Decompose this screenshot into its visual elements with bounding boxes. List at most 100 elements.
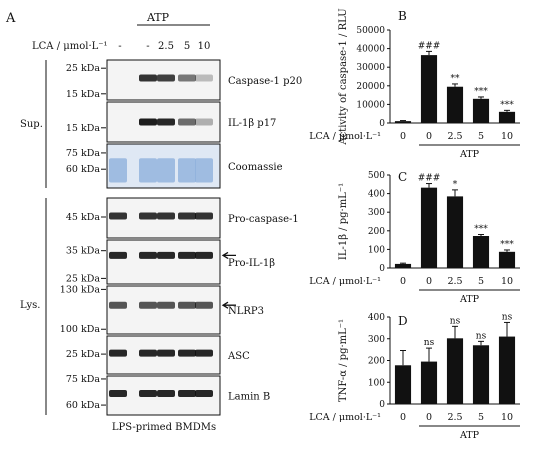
blot-band [139, 74, 157, 82]
x-tick-label: 10 [501, 131, 513, 142]
bar [420, 55, 438, 123]
x-tick-label: 0 [426, 412, 432, 423]
significance-label: ### [418, 174, 441, 184]
chart-panel-d: 0 100 200 300 400 TNF-α / pg·mL⁻¹ 0 ns 0 ns 2.5 ns 5… [309, 312, 520, 441]
group-label: ATP [459, 149, 480, 160]
lca-label: LCA / μmol·L⁻¹ [32, 41, 108, 52]
y-tick-label: 0 [379, 264, 385, 274]
blot-band [109, 349, 127, 357]
blot-band [157, 158, 175, 183]
significance-label: ns [424, 338, 435, 348]
x-tick-label: 0 [400, 412, 406, 423]
lane-labels: - -2.5 5 10 [118, 41, 210, 52]
blot-caspase-1-p20: 25 kDa 15 kDa Caspase-1 p20 [66, 59, 302, 101]
bar [472, 236, 490, 268]
blot-band [178, 74, 196, 82]
significance-label: *** [474, 225, 488, 235]
x-tick-label: 5 [478, 131, 484, 142]
bar [394, 365, 412, 404]
blot-band [157, 118, 175, 126]
y-tick-label: 30000 [356, 63, 385, 73]
y-tick-label: 100 [368, 378, 385, 388]
significance-label: *** [500, 100, 514, 110]
blot-band [178, 349, 196, 357]
blot-pro-il-1-: 35 kDa 25 kDa Pro-IL-1β [66, 239, 275, 285]
y-tick-label: 40000 [356, 45, 385, 55]
bar [472, 98, 490, 123]
panel-c-letter: C [398, 170, 407, 184]
atp-label: ATP [146, 11, 170, 24]
significance-label: ns [476, 331, 487, 341]
blot-band [195, 158, 213, 183]
bar [498, 111, 516, 123]
y-axis-label: TNF-α / pg·mL⁻¹ [338, 319, 349, 402]
blot-band [157, 74, 175, 82]
significance-label: ns [502, 312, 513, 322]
marker-label: 15 kDa [66, 123, 100, 134]
protein-label: Coomassie [228, 162, 283, 173]
x-tick-label: 10 [501, 412, 513, 423]
marker-label: 75 kDa [66, 374, 100, 385]
bar [446, 196, 464, 268]
x-axis-label: LCA / μmol·L⁻¹ [309, 412, 381, 423]
significance-label: ns [450, 316, 461, 326]
x-tick-label: 5 [478, 412, 484, 423]
blot-band [178, 390, 196, 398]
blot-band [139, 251, 157, 259]
group-label: ATP [459, 430, 480, 441]
marker-label: 35 kDa [66, 246, 100, 257]
y-tick-label: 200 [368, 357, 385, 367]
panel-a-letter: A [5, 11, 16, 26]
blot-band [109, 390, 127, 398]
marker-label: 75 kDa [66, 148, 100, 159]
y-tick-label: 400 [368, 313, 385, 323]
blot-band [195, 74, 213, 82]
blot-band [195, 301, 213, 309]
x-tick-label: 2.5 [447, 276, 462, 287]
group-label: ATP [459, 294, 480, 305]
blot-band [195, 251, 213, 259]
protein-label: Pro-IL-1β [228, 258, 275, 269]
blot-band [178, 158, 196, 183]
protein-label: ASC [227, 351, 250, 362]
x-tick-label: 0 [400, 276, 406, 287]
x-axis-label: LCA / μmol·L⁻¹ [309, 276, 381, 287]
blot-il-1-p17: 15 kDa IL-1β p17 [66, 101, 276, 143]
blot-asc: 25 kDa ASC [66, 335, 250, 375]
blot-band [195, 349, 213, 357]
blot-coomassie: 75 kDa 60 kDa Coomassie [66, 143, 283, 189]
y-tick-label: 400 [368, 190, 385, 200]
blot-band [157, 349, 175, 357]
blot-panels: 25 kDa 15 kDa Caspase-1 p20 15 kDa IL-1β p17… [60, 59, 302, 416]
marker-label: 60 kDa [66, 164, 100, 175]
y-tick-label: 10000 [356, 100, 385, 110]
blot-band [109, 301, 127, 309]
blot-nlrp3: 130 kDa 100 kDa NLRP3 [60, 284, 264, 335]
chart-panel-c: 0 100 200 300 400 500 IL-1β / pg·mL⁻¹ 0 ### 0 * 2.5… [309, 171, 520, 305]
protein-label: IL-1β p17 [228, 118, 276, 129]
x-tick-label: 0 [426, 131, 432, 142]
blot-frame [106, 239, 221, 285]
bar [420, 361, 438, 404]
marker-label: 25 kDa [66, 273, 100, 284]
x-tick-label: 0 [426, 276, 432, 287]
y-tick-label: 200 [368, 227, 385, 237]
blot-band [157, 390, 175, 398]
marker-label: 15 kDa [66, 89, 100, 100]
lys-label: Lys. [20, 300, 40, 311]
bar [446, 338, 464, 404]
blot-band [178, 251, 196, 259]
x-tick-label: 0 [400, 131, 406, 142]
blot-pro-caspase-1: 45 kDa Pro-caspase-1 [66, 197, 299, 239]
blot-band [157, 251, 175, 259]
marker-label: 60 kDa [66, 400, 100, 411]
blot-band [157, 301, 175, 309]
blot-band [109, 251, 127, 259]
protein-label: NLRP3 [228, 306, 264, 317]
blot-band [109, 158, 127, 183]
blot-band [178, 118, 196, 126]
y-tick-label: 0 [379, 400, 385, 410]
blot-band [139, 212, 157, 220]
